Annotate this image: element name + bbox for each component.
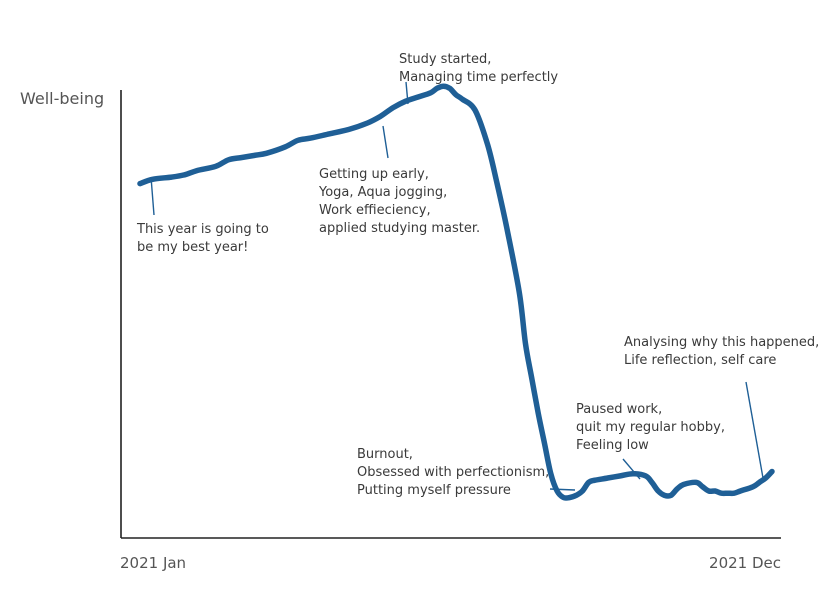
annotation-line: Analysing why this happened,: [624, 335, 819, 350]
annotation-line: Life reflection, self care: [624, 353, 776, 368]
annotation-4: Burnout, Obsessed with perfectionism, Putt…: [357, 447, 576, 498]
annotation-line: Obsessed with perfectionism,: [357, 465, 549, 480]
annotation-line: be my best year!: [137, 240, 248, 255]
annotations: This year is going to be my best year! Get…: [136, 52, 819, 498]
y-axis-label: Well-being: [20, 89, 104, 108]
annotation-line: Managing time perfectly: [399, 70, 558, 85]
annotation-5: Paused work, quit my regular hobby, Feelin…: [576, 402, 725, 480]
annotation-line: Burnout,: [357, 447, 413, 462]
annotation-leader-line: [382, 125, 389, 159]
annotation-line: Putting myself pressure: [357, 483, 511, 498]
annotation-line: Work effieciency,: [319, 203, 431, 218]
annotation-text: Getting up early, Yoga, Aqua jogging, Work…: [318, 167, 480, 236]
annotation-line: This year is going to: [136, 222, 269, 237]
annotation-line: applied studying master.: [319, 221, 480, 236]
annotation-leader-line: [405, 81, 409, 105]
annotation-text: Analysing why this happened, Life reflect…: [624, 335, 819, 368]
annotation-text: Burnout, Obsessed with perfectionism, Putt…: [357, 447, 549, 498]
annotation-leader-line: [549, 488, 576, 491]
annotation-text: Study started, Managing time perfectly: [399, 52, 558, 85]
annotation-leader-line: [745, 381, 764, 479]
annotation-line: Yoga, Aqua jogging,: [318, 185, 447, 200]
series-line-wellbeing: [137, 83, 775, 501]
annotation-line: Study started,: [399, 52, 491, 67]
annotation-text: Paused work, quit my regular hobby, Feelin…: [576, 402, 725, 453]
annotation-1: This year is going to be my best year!: [136, 176, 269, 255]
x-tick-label-start: 2021 Jan: [120, 554, 186, 572]
annotation-leader-line: [150, 176, 155, 216]
annotation-2: Getting up early, Yoga, Aqua jogging, Work…: [318, 125, 480, 236]
annotation-leader-line: [622, 458, 641, 480]
annotation-text: This year is going to be my best year!: [136, 222, 269, 255]
annotation-line: quit my regular hobby,: [576, 420, 725, 435]
annotation-3: Study started, Managing time perfectly: [399, 52, 558, 105]
annotation-line: Paused work,: [576, 402, 662, 417]
annotation-line: Feeling low: [576, 438, 649, 453]
annotation-6: Analysing why this happened, Life reflect…: [624, 335, 819, 479]
annotation-line: Getting up early,: [319, 167, 429, 182]
x-tick-label-end: 2021 Dec: [709, 554, 781, 572]
